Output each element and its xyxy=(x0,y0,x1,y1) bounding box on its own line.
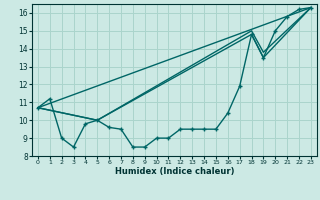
X-axis label: Humidex (Indice chaleur): Humidex (Indice chaleur) xyxy=(115,167,234,176)
